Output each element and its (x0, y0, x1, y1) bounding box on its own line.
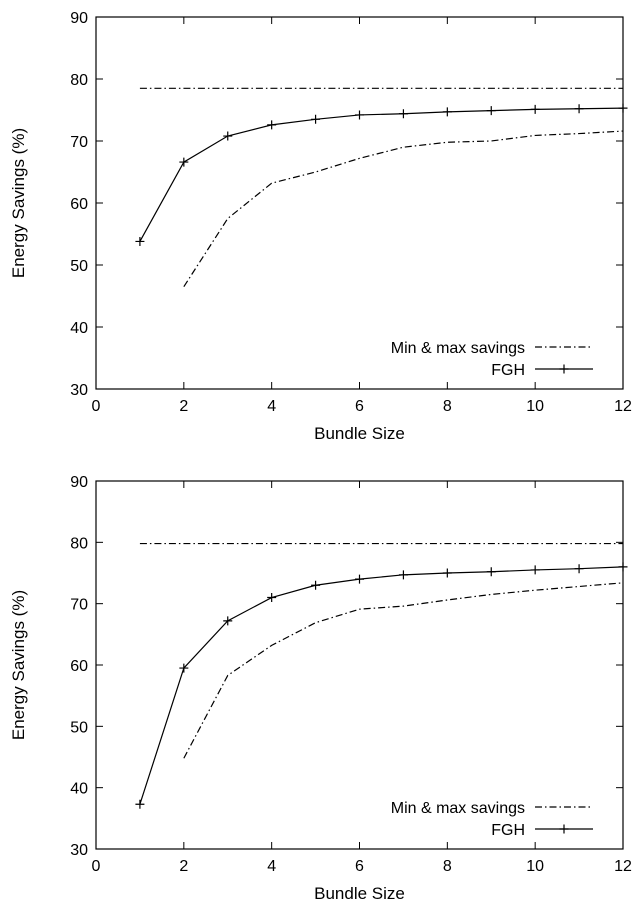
x-axis-label: Bundle Size (314, 884, 405, 903)
data-point (618, 562, 628, 572)
x-tick-label: 10 (526, 398, 544, 415)
series-line (183, 582, 624, 759)
y-tick-label: 70 (70, 597, 88, 614)
data-point (618, 103, 628, 113)
data-point (530, 565, 540, 575)
x-tick-label: 4 (267, 398, 276, 415)
y-tick-label: 90 (70, 474, 88, 491)
series-line (139, 566, 624, 805)
y-tick-label: 90 (70, 10, 88, 27)
y-tick-label: 30 (70, 382, 88, 399)
series-line (139, 107, 624, 242)
data-point (311, 114, 321, 124)
y-tick-label: 60 (70, 658, 88, 675)
x-tick-label: 8 (443, 858, 452, 875)
data-point (355, 574, 364, 584)
y-tick-label: 80 (70, 535, 88, 552)
legend-label: Min & max savings (391, 340, 525, 357)
y-tick-label: 50 (70, 719, 88, 736)
x-tick-label: 6 (355, 858, 364, 875)
chart-panel-1: 0 2 4 6 8 10 12 30 40 50 60 70 80 90 Bundle Size Energy… (9, 10, 632, 443)
data-point (486, 567, 496, 577)
series-min-max-savings (139, 87, 624, 288)
data-point (135, 236, 145, 246)
series-line (183, 130, 624, 288)
x-tick-label: 6 (355, 398, 364, 415)
legend-label: Min & max savings (391, 800, 525, 817)
y-tick-label: 30 (70, 842, 88, 859)
y-tick-label: 70 (70, 134, 88, 151)
legend-marker (559, 364, 569, 374)
data-point (398, 570, 408, 580)
legend-marker (559, 824, 569, 834)
y-axis-label: Energy Savings (%) (9, 128, 28, 278)
data-point (223, 616, 233, 626)
data-point (574, 564, 584, 574)
data-point (223, 131, 233, 141)
x-tick-label: 0 (92, 858, 101, 875)
series-fgh (135, 103, 628, 246)
data-point (442, 568, 452, 578)
x-tick-label: 2 (179, 398, 188, 415)
plot-frame (95, 16, 624, 390)
legend: Min & max savings FGH (391, 800, 593, 839)
legend: Min & max savings FGH (391, 340, 593, 379)
plot-frame (95, 480, 624, 850)
y-axis-label: Energy Savings (%) (9, 590, 28, 740)
series-min-max-savings (139, 542, 624, 759)
data-point (574, 104, 584, 114)
series-fgh (135, 562, 628, 809)
data-point (267, 593, 277, 603)
y-tick-label: 40 (70, 320, 88, 337)
x-tick-label: 12 (614, 858, 632, 875)
data-point (355, 110, 364, 120)
chart-panel-2: 0 2 4 6 8 10 12 30 40 50 60 70 80 90 Bundle Size Energy… (9, 474, 632, 903)
legend-label: FGH (491, 362, 525, 379)
x-tick-label: 4 (267, 858, 276, 875)
y-tick-label: 60 (70, 196, 88, 213)
data-point (179, 157, 189, 167)
x-tick-label: 8 (443, 398, 452, 415)
data-point (486, 106, 496, 116)
data-point (442, 107, 452, 117)
x-tick-label: 2 (179, 858, 188, 875)
x-tick-label: 12 (614, 398, 632, 415)
data-point (179, 663, 189, 673)
y-tick-label: 50 (70, 258, 88, 275)
y-tick-label: 40 (70, 781, 88, 798)
y-tick-label: 80 (70, 72, 88, 89)
data-point (530, 104, 540, 114)
x-tick-label: 0 (92, 398, 101, 415)
data-point (267, 120, 277, 130)
x-tick-label: 10 (526, 858, 544, 875)
legend-label: FGH (491, 822, 525, 839)
x-axis-label: Bundle Size (314, 424, 405, 443)
data-point (311, 580, 321, 590)
data-point (135, 799, 145, 809)
data-point (398, 109, 408, 119)
